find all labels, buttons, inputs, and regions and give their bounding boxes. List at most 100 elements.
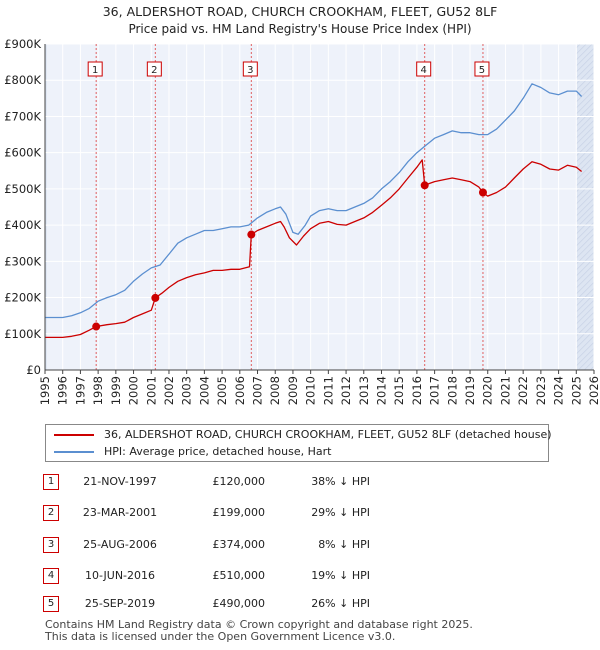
x-tick-label: 2000 [127, 376, 141, 405]
hatch-line [576, 311, 595, 331]
hatch-line [576, 191, 595, 211]
x-tick-label: 2012 [339, 376, 353, 405]
x-tick-label: 2010 [304, 376, 318, 405]
chart-title: 36, ALDERSHOT ROAD, CHURCH CROOKHAM, FLE… [103, 4, 498, 19]
x-tick-label: 2006 [233, 376, 247, 405]
sale-marker-box [146, 61, 162, 77]
x-tick-label: 2018 [445, 376, 459, 405]
y-tick-label: £800K [4, 73, 41, 87]
y-tick-label: £700K [4, 109, 41, 123]
x-tick-label: 1996 [56, 376, 70, 405]
x-tick-label: 1995 [38, 376, 52, 405]
x-tick-label: 2019 [463, 376, 477, 405]
sale-marker-box [87, 61, 103, 77]
sale-marker-box [416, 61, 432, 77]
x-tick-label: 2013 [357, 376, 371, 405]
sale-row: 5 25-SEP-2019 £490,000 26% ↓ HPI [0, 594, 600, 614]
x-tick-label: 2004 [197, 376, 211, 405]
x-tick-label: 2014 [374, 376, 388, 405]
x-tick-label: 2011 [321, 376, 335, 405]
sale-point [420, 181, 429, 190]
shaded-region [45, 44, 47, 370]
sale-date: 25-AUG-2006 [83, 538, 157, 551]
sale-marker-badge: 5 [43, 596, 59, 612]
sale-marker-label: 5 [479, 65, 485, 76]
hatch-line [576, 95, 595, 115]
price-chart: 1 2 3 4 5 £0 £100K £200K £300K £400K £500K £600K £70… [4, 4, 600, 405]
sale-point [151, 293, 160, 302]
sale-date: 10-JUN-2016 [84, 569, 156, 582]
x-tick-label: 2008 [268, 376, 282, 405]
sale-marker-box [474, 61, 490, 77]
y-tick-label: £200K [4, 291, 41, 305]
y-tick-label: £300K [4, 254, 41, 268]
hatch-line [576, 299, 595, 319]
x-tick-label: 1998 [91, 376, 105, 405]
x-tick-label: 2001 [144, 376, 158, 405]
sale-marker-box [242, 61, 258, 77]
sale-price: £199,000 [212, 506, 266, 519]
sale-price: £490,000 [212, 597, 266, 610]
y-tick-label: £900K [4, 37, 41, 51]
sale-hpi-diff: 19% ↓ HPI [311, 569, 370, 582]
x-tick-label: 2009 [286, 376, 300, 405]
sale-point [92, 322, 101, 331]
sale-date: 23-MAR-2001 [82, 506, 158, 519]
chart-svg: 1 2 3 4 5 £0 £100K £200K £300K £400K £500K £600K £70… [4, 4, 600, 405]
x-tick-label: 1999 [109, 376, 123, 405]
hatch-line [576, 305, 595, 325]
sale-marker-label: 4 [421, 65, 427, 76]
sale-marker-label: 2 [151, 65, 157, 76]
footer-attribution: Contains HM Land Registry data © Crown c… [45, 619, 473, 643]
legend-swatch-hpi [54, 451, 94, 453]
hatch-line [576, 203, 595, 223]
chart-subtitle: Price paid vs. HM Land Registry's House … [128, 22, 471, 36]
sale-date: 21-NOV-1997 [83, 475, 157, 488]
x-tick-label: 2003 [180, 376, 194, 405]
x-tick-label: 2007 [251, 376, 265, 405]
legend-swatch-property [54, 434, 94, 436]
sale-marker-badge: 1 [43, 474, 59, 490]
sale-price: £374,000 [212, 538, 266, 551]
sale-marker-label: 1 [92, 65, 98, 76]
x-tick-label: 2016 [410, 376, 424, 405]
x-tick-label: 2025 [569, 376, 583, 405]
legend-label-property: 36, ALDERSHOT ROAD, CHURCH CROOKHAM, FLE… [104, 428, 552, 441]
sale-marker-badge: 2 [43, 505, 59, 521]
hatch-line [576, 83, 595, 103]
x-tick-label: 2017 [428, 376, 442, 405]
y-tick-label: £100K [4, 327, 41, 341]
series-line-property [45, 159, 583, 339]
y-tick-label: £600K [4, 146, 41, 160]
x-tick-label: 2024 [552, 376, 566, 405]
hatch-line [576, 89, 595, 109]
x-tick-label: 2021 [498, 376, 512, 405]
x-tick-label: 2026 [587, 376, 600, 405]
sale-hpi-diff: 8% ↓ HPI [318, 538, 370, 551]
y-tick-label: £0 [26, 363, 41, 377]
x-tick-label: 2020 [481, 376, 495, 405]
sale-row: 3 25-AUG-2006 £374,000 8% ↓ HPI [0, 535, 600, 555]
hatch-line [576, 197, 595, 217]
sale-row: 4 10-JUN-2016 £510,000 19% ↓ HPI [0, 566, 600, 586]
sale-marker-badge: 4 [43, 568, 59, 584]
sale-hpi-diff: 29% ↓ HPI [311, 506, 370, 519]
sale-point [478, 188, 487, 197]
chart-legend: 36, ALDERSHOT ROAD, CHURCH CROOKHAM, FLE… [45, 424, 552, 462]
x-tick-label: 2005 [215, 376, 229, 405]
footer-line-1: Contains HM Land Registry data © Crown c… [45, 618, 473, 631]
sale-hpi-diff: 38% ↓ HPI [311, 475, 370, 488]
sale-row: 2 23-MAR-2001 £199,000 29% ↓ HPI [0, 503, 600, 523]
y-tick-label: £500K [4, 182, 41, 196]
y-tick-label: £400K [4, 218, 41, 232]
x-tick-label: 2015 [392, 376, 406, 405]
legend-label-hpi: HPI: Average price, detached house, Hart [104, 445, 332, 458]
sale-date: 25-SEP-2019 [84, 597, 156, 610]
sale-marker-badge: 3 [43, 537, 59, 553]
sale-price: £120,000 [212, 475, 266, 488]
sale-row: 1 21-NOV-1997 £120,000 38% ↓ HPI [0, 472, 600, 492]
hatch-line [596, 44, 600, 370]
sale-marker-label: 3 [247, 65, 253, 76]
sale-point [247, 230, 256, 239]
sale-price: £510,000 [212, 569, 266, 582]
